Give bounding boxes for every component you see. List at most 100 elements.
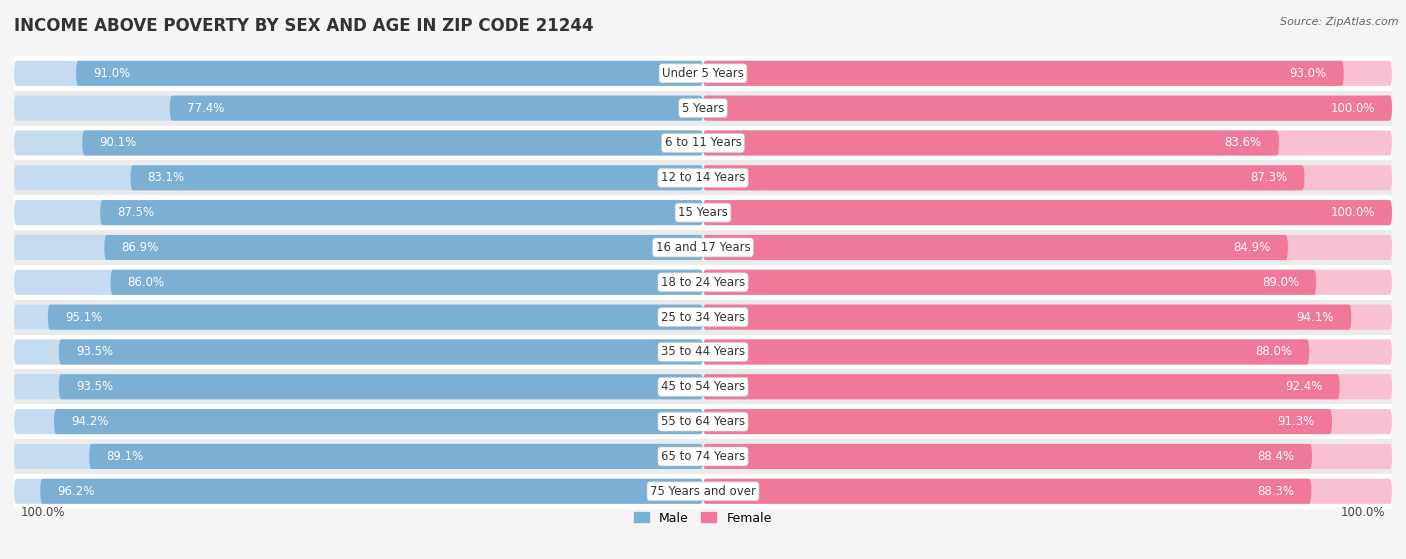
FancyBboxPatch shape xyxy=(100,200,703,225)
FancyBboxPatch shape xyxy=(14,339,703,364)
Text: 94.2%: 94.2% xyxy=(72,415,108,428)
FancyBboxPatch shape xyxy=(703,409,1331,434)
Text: 89.0%: 89.0% xyxy=(1261,276,1299,289)
Text: 16 and 17 Years: 16 and 17 Years xyxy=(655,241,751,254)
Text: 65 to 74 Years: 65 to 74 Years xyxy=(661,450,745,463)
FancyBboxPatch shape xyxy=(703,479,1312,504)
FancyBboxPatch shape xyxy=(104,235,703,260)
Text: 87.5%: 87.5% xyxy=(117,206,155,219)
Text: 55 to 64 Years: 55 to 64 Years xyxy=(661,415,745,428)
Bar xyxy=(14,300,1392,334)
Text: 93.0%: 93.0% xyxy=(1289,67,1326,80)
Text: Source: ZipAtlas.com: Source: ZipAtlas.com xyxy=(1281,17,1399,27)
Text: 86.9%: 86.9% xyxy=(121,241,159,254)
FancyBboxPatch shape xyxy=(703,165,1392,191)
Text: 93.5%: 93.5% xyxy=(76,345,114,358)
Text: Under 5 Years: Under 5 Years xyxy=(662,67,744,80)
Text: 75 Years and over: 75 Years and over xyxy=(650,485,756,498)
FancyBboxPatch shape xyxy=(703,165,1305,191)
FancyBboxPatch shape xyxy=(703,96,1392,121)
FancyBboxPatch shape xyxy=(703,61,1344,86)
Text: INCOME ABOVE POVERTY BY SEX AND AGE IN ZIP CODE 21244: INCOME ABOVE POVERTY BY SEX AND AGE IN Z… xyxy=(14,17,593,35)
FancyBboxPatch shape xyxy=(703,444,1392,469)
FancyBboxPatch shape xyxy=(53,409,703,434)
Text: 25 to 34 Years: 25 to 34 Years xyxy=(661,311,745,324)
FancyBboxPatch shape xyxy=(703,339,1392,364)
FancyBboxPatch shape xyxy=(703,235,1288,260)
FancyBboxPatch shape xyxy=(703,339,1309,364)
FancyBboxPatch shape xyxy=(111,270,703,295)
FancyBboxPatch shape xyxy=(89,444,703,469)
Text: 89.1%: 89.1% xyxy=(107,450,143,463)
FancyBboxPatch shape xyxy=(59,374,703,399)
FancyBboxPatch shape xyxy=(703,305,1351,330)
Bar xyxy=(14,126,1392,160)
Bar xyxy=(14,56,1392,91)
FancyBboxPatch shape xyxy=(703,200,1392,225)
FancyBboxPatch shape xyxy=(83,130,703,155)
Text: 96.2%: 96.2% xyxy=(58,485,94,498)
Text: 12 to 14 Years: 12 to 14 Years xyxy=(661,171,745,184)
Text: 77.4%: 77.4% xyxy=(187,102,225,115)
FancyBboxPatch shape xyxy=(703,96,1392,121)
FancyBboxPatch shape xyxy=(14,270,703,295)
Text: 86.0%: 86.0% xyxy=(128,276,165,289)
FancyBboxPatch shape xyxy=(76,61,703,86)
Text: 94.1%: 94.1% xyxy=(1296,311,1334,324)
Text: 35 to 44 Years: 35 to 44 Years xyxy=(661,345,745,358)
Legend: Male, Female: Male, Female xyxy=(630,506,776,529)
Text: 93.5%: 93.5% xyxy=(76,380,114,394)
FancyBboxPatch shape xyxy=(14,374,703,399)
FancyBboxPatch shape xyxy=(703,374,1392,399)
FancyBboxPatch shape xyxy=(14,305,703,330)
Text: 91.0%: 91.0% xyxy=(93,67,131,80)
FancyBboxPatch shape xyxy=(14,96,703,121)
Text: 100.0%: 100.0% xyxy=(1340,506,1385,519)
Text: 88.0%: 88.0% xyxy=(1256,345,1292,358)
Text: 100.0%: 100.0% xyxy=(1330,206,1375,219)
Bar xyxy=(14,334,1392,369)
Bar xyxy=(14,160,1392,195)
FancyBboxPatch shape xyxy=(703,305,1392,330)
Text: 6 to 11 Years: 6 to 11 Years xyxy=(665,136,741,149)
Text: 83.1%: 83.1% xyxy=(148,171,184,184)
Text: 100.0%: 100.0% xyxy=(1330,102,1375,115)
FancyBboxPatch shape xyxy=(14,61,703,86)
Text: 100.0%: 100.0% xyxy=(21,506,66,519)
Text: 95.1%: 95.1% xyxy=(65,311,103,324)
Bar xyxy=(14,91,1392,126)
FancyBboxPatch shape xyxy=(14,479,703,504)
Text: 15 Years: 15 Years xyxy=(678,206,728,219)
FancyBboxPatch shape xyxy=(703,409,1392,434)
FancyBboxPatch shape xyxy=(703,270,1316,295)
FancyBboxPatch shape xyxy=(703,130,1279,155)
Text: 91.3%: 91.3% xyxy=(1278,415,1315,428)
Text: 5 Years: 5 Years xyxy=(682,102,724,115)
FancyBboxPatch shape xyxy=(59,339,703,364)
Text: 92.4%: 92.4% xyxy=(1285,380,1323,394)
FancyBboxPatch shape xyxy=(14,165,703,191)
Bar xyxy=(14,195,1392,230)
Bar xyxy=(14,439,1392,474)
FancyBboxPatch shape xyxy=(703,444,1312,469)
FancyBboxPatch shape xyxy=(41,479,703,504)
FancyBboxPatch shape xyxy=(14,200,703,225)
FancyBboxPatch shape xyxy=(170,96,703,121)
Bar xyxy=(14,404,1392,439)
FancyBboxPatch shape xyxy=(14,409,703,434)
FancyBboxPatch shape xyxy=(703,130,1392,155)
FancyBboxPatch shape xyxy=(14,235,703,260)
FancyBboxPatch shape xyxy=(48,305,703,330)
Text: 88.4%: 88.4% xyxy=(1258,450,1295,463)
Text: 90.1%: 90.1% xyxy=(100,136,136,149)
FancyBboxPatch shape xyxy=(131,165,703,191)
FancyBboxPatch shape xyxy=(703,374,1340,399)
FancyBboxPatch shape xyxy=(703,235,1392,260)
Text: 84.9%: 84.9% xyxy=(1233,241,1271,254)
FancyBboxPatch shape xyxy=(703,270,1392,295)
Bar xyxy=(14,474,1392,509)
Text: 45 to 54 Years: 45 to 54 Years xyxy=(661,380,745,394)
Bar xyxy=(14,369,1392,404)
Bar xyxy=(14,230,1392,265)
Text: 87.3%: 87.3% xyxy=(1250,171,1288,184)
